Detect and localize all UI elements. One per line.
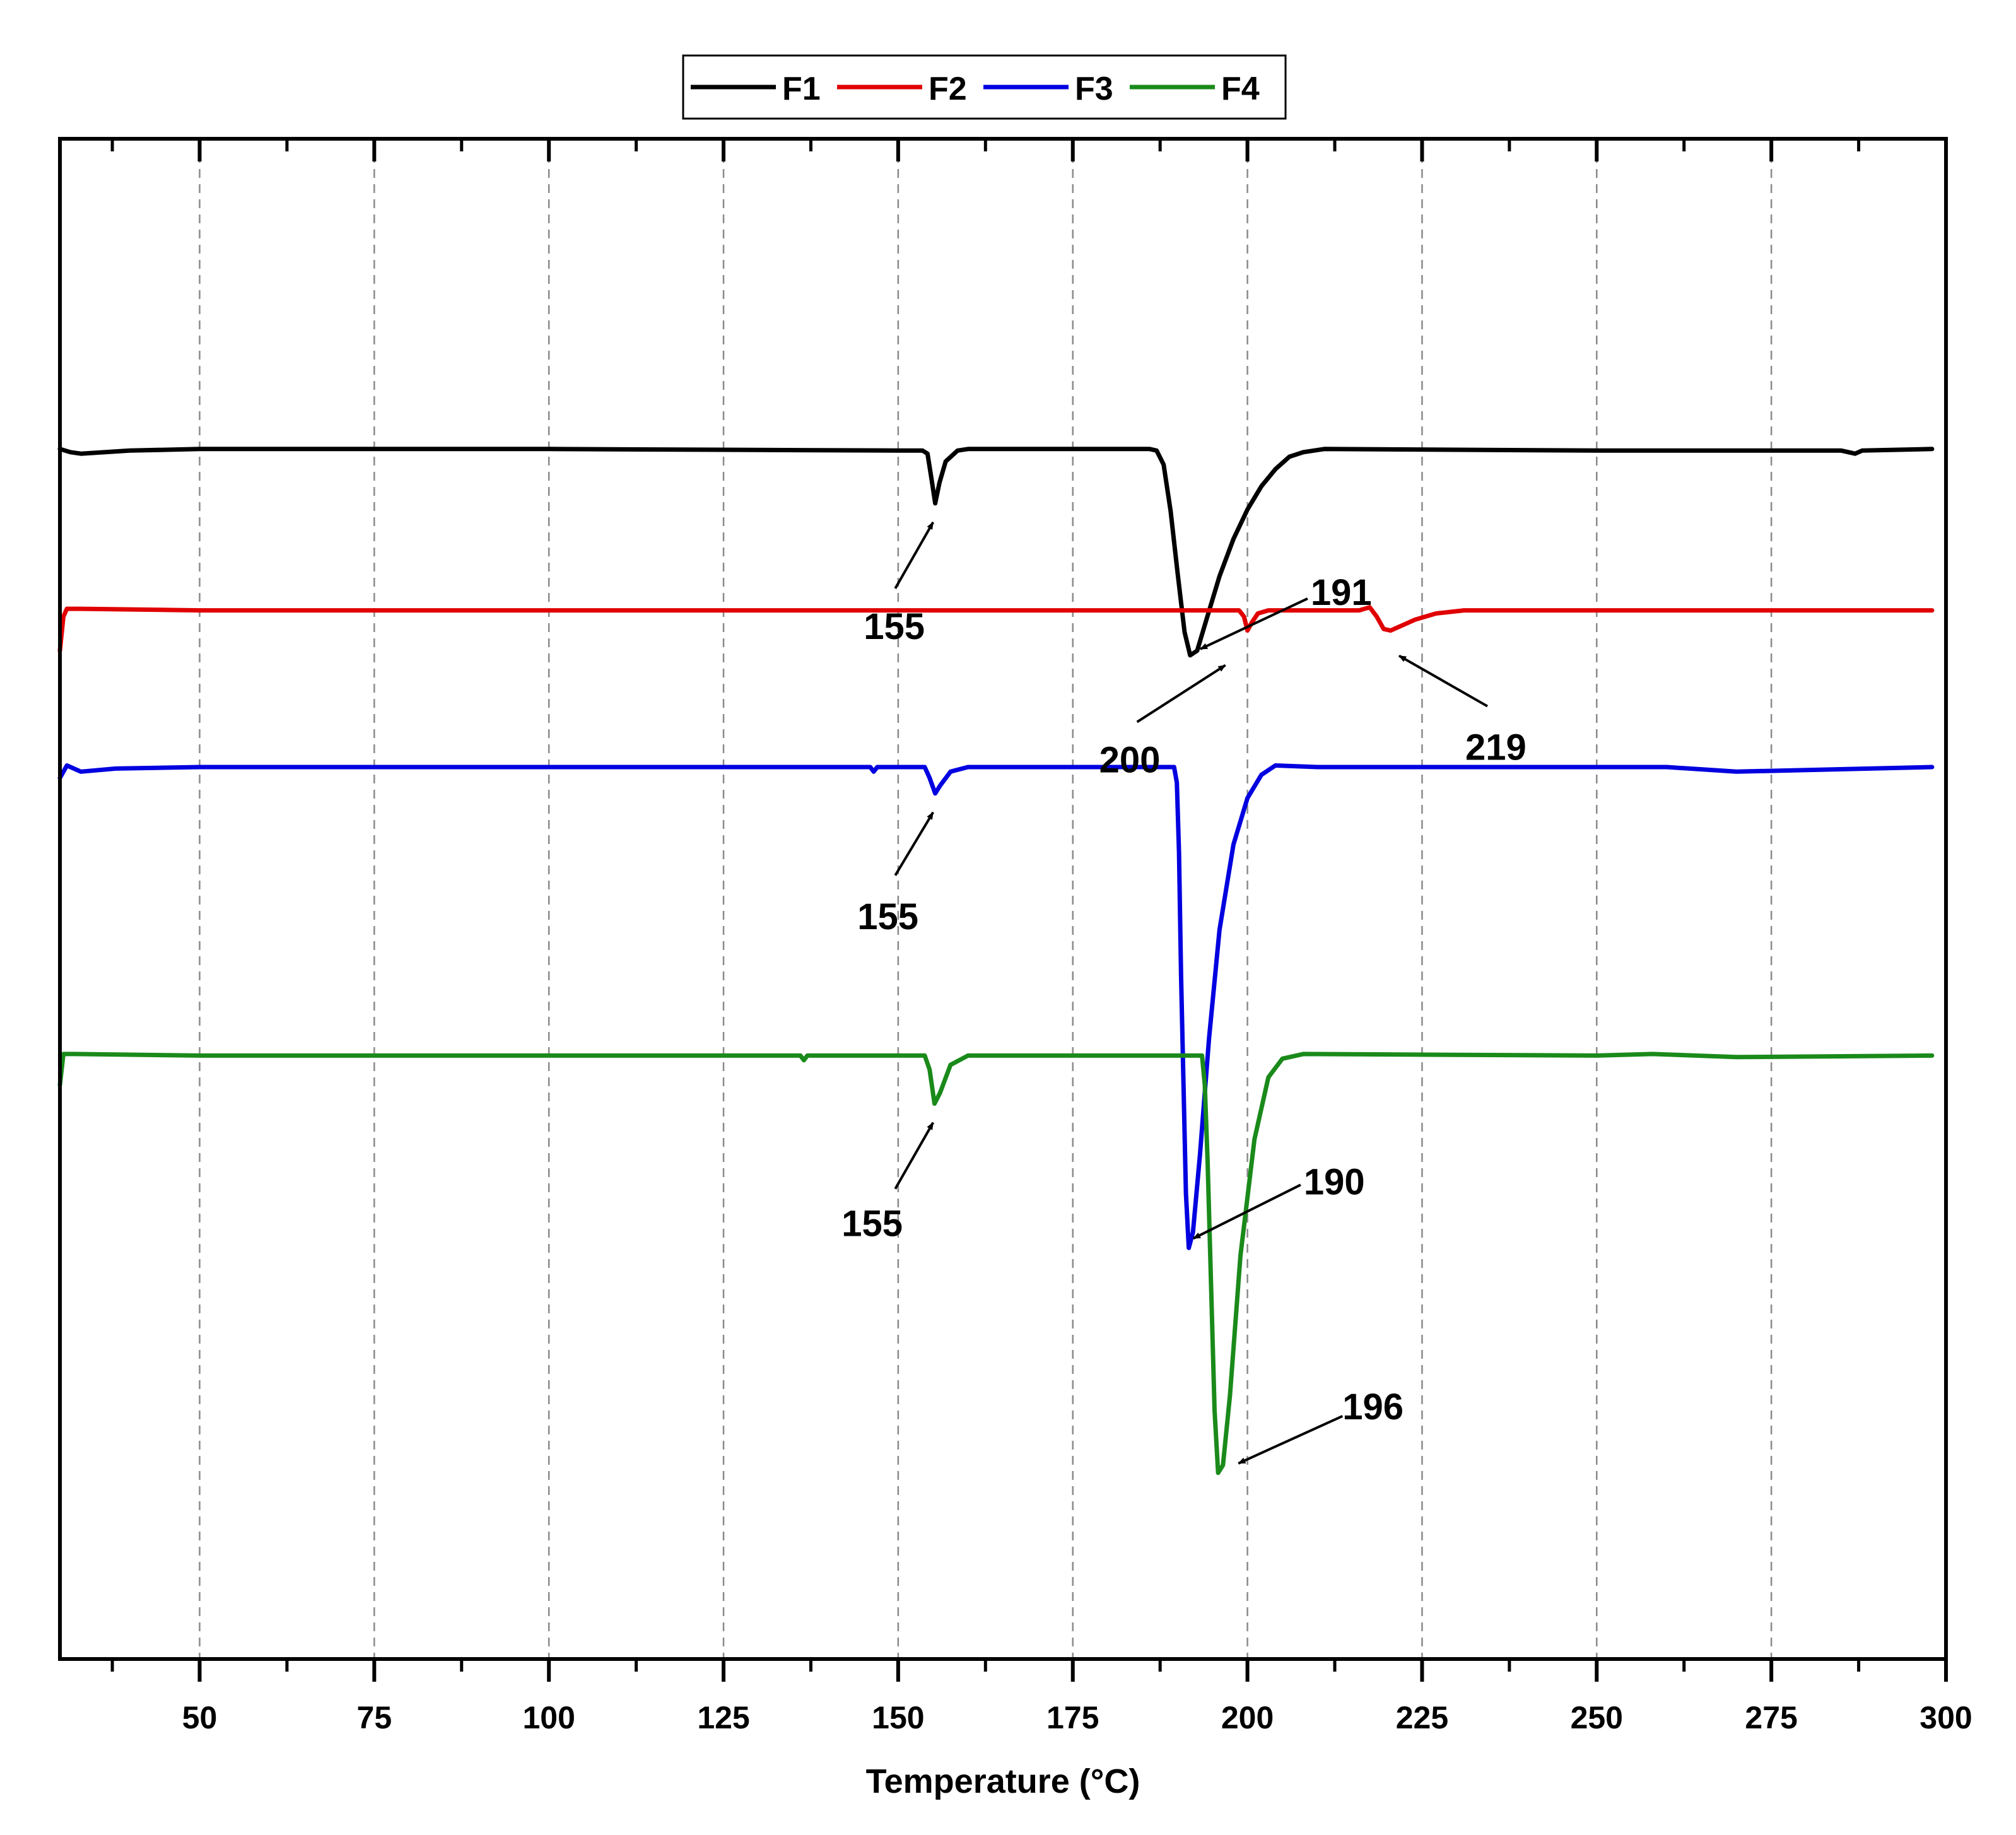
peak-label: 155	[864, 606, 925, 647]
peak-label: 190	[1304, 1161, 1365, 1202]
grid-lines	[199, 139, 1773, 1659]
x-tick-label: 200	[1221, 1700, 1274, 1735]
series-curves	[57, 447, 1935, 1475]
annotation-arrow	[1136, 664, 1226, 724]
x-tick-label: 175	[1046, 1700, 1099, 1735]
x-axis-tick-labels: 50 75 100 125 150 175 200 225 250 275 300	[182, 1700, 1972, 1735]
x-axis-title: Temperature (°C)	[866, 1762, 1140, 1800]
peak-label: 155	[841, 1204, 903, 1245]
legend-label-f2: F2	[929, 71, 967, 107]
series-line-f2	[57, 605, 1935, 653]
x-tick-label: 250	[1571, 1700, 1623, 1735]
annotation-arrow	[894, 521, 934, 589]
series-line-f3	[57, 763, 1935, 1250]
peak-label: 191	[1311, 572, 1372, 613]
plot-frame	[58, 137, 1948, 1661]
annotation-arrow	[1238, 1415, 1344, 1465]
x-tick-label: 275	[1745, 1700, 1797, 1735]
peak-label: 155	[857, 896, 918, 937]
annotation-arrow	[1192, 1183, 1301, 1240]
x-tick-label: 75	[357, 1700, 392, 1735]
peak-annotations: 155 191 200 219 155 190 155 196	[841, 521, 1527, 1465]
legend-label-f3: F3	[1075, 71, 1113, 107]
x-tick-label: 150	[872, 1700, 924, 1735]
peak-label: 219	[1465, 727, 1527, 768]
x-tick-label: 50	[182, 1700, 218, 1735]
legend: F1 F2 F3 F4	[682, 54, 1287, 120]
x-tick-label: 100	[522, 1700, 575, 1735]
annotation-arrow	[1398, 654, 1488, 708]
series-line-f1	[57, 447, 1935, 658]
peak-label: 196	[1342, 1387, 1404, 1428]
peak-label: 200	[1099, 740, 1161, 781]
annotation-arrow	[894, 1122, 934, 1190]
legend-label-f1: F1	[782, 71, 821, 107]
legend-label-f4: F4	[1221, 71, 1260, 107]
series-line-f4	[57, 1052, 1935, 1475]
annotation-arrow	[894, 811, 934, 876]
x-tick-label: 225	[1396, 1700, 1448, 1735]
x-tick-label: 125	[697, 1700, 749, 1735]
annotation-arrow	[1200, 597, 1308, 650]
x-axis-ticks	[110, 139, 1948, 1682]
x-tick-label: 300	[1919, 1700, 1972, 1735]
